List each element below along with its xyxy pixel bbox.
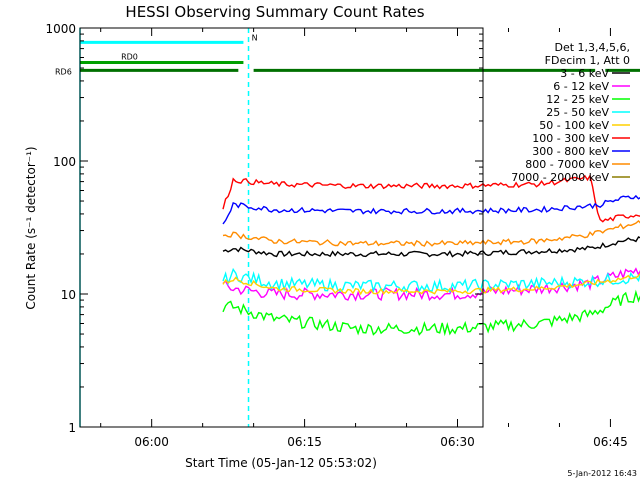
plot-area: NFRD0RD6 — [55, 28, 640, 427]
series-line-0 — [222, 236, 640, 258]
series-line-5 — [222, 173, 640, 223]
legend-label-8: 7000 - 20000 keV — [511, 171, 609, 184]
timestamp: 5-Jan-2012 16:43 — [567, 469, 637, 478]
legend-label-6: 300 - 800 keV — [532, 145, 609, 158]
x-tick-label-2: 06:30 — [440, 435, 475, 449]
x-tick-label-3: 06:45 — [593, 435, 628, 449]
series-line-6 — [222, 194, 640, 225]
series-line-4 — [222, 272, 640, 296]
series-line-3 — [222, 267, 640, 294]
flag-label-rd6: RD6 — [55, 67, 72, 76]
axes: 06:0006:1506:3006:4507:0007:1507:3011010… — [45, 22, 628, 449]
series-line-1 — [222, 267, 640, 302]
legend-header-0: Det 1,3,4,5,6, — [554, 41, 630, 54]
flag-label-n: N — [252, 33, 258, 42]
legend-label-7: 800 - 7000 keV — [525, 158, 609, 171]
legend-label-1: 6 - 12 keV — [553, 80, 609, 93]
y-axis-label: Count Rate (s⁻¹ detector⁻¹) — [24, 146, 38, 309]
legend: Det 1,3,4,5,6,FDecim 1, Att 03 - 6 keV6 … — [511, 41, 630, 184]
x-tick-label-0: 06:00 — [134, 435, 169, 449]
legend-label-5: 100 - 300 keV — [532, 132, 609, 145]
legend-header-1: FDecim 1, Att 0 — [545, 54, 630, 67]
legend-label-4: 50 - 100 keV — [539, 119, 609, 132]
y-tick-label-2: 100 — [53, 155, 76, 169]
legend-label-2: 12 - 25 keV — [546, 93, 609, 106]
flag-label-rd0: RD0 — [121, 53, 138, 62]
chart-title: HESSI Observing Summary Count Rates — [125, 3, 424, 21]
y-tick-label-3: 1000 — [45, 22, 76, 36]
x-tick-label-1: 06:15 — [287, 435, 322, 449]
y-tick-label-0: 1 — [68, 421, 76, 435]
y-tick-label-1: 10 — [61, 288, 76, 302]
series-line-7 — [222, 220, 640, 247]
legend-label-0: 3 - 6 keV — [560, 67, 609, 80]
x-axis-label: Start Time (05-Jan-12 05:53:02) — [185, 456, 377, 470]
plot-frame — [79, 27, 484, 428]
legend-label-3: 25 - 50 keV — [546, 106, 609, 119]
series-line-2 — [222, 289, 640, 337]
y-axis-label-group: Count Rate (s⁻¹ detector⁻¹) — [24, 146, 38, 309]
